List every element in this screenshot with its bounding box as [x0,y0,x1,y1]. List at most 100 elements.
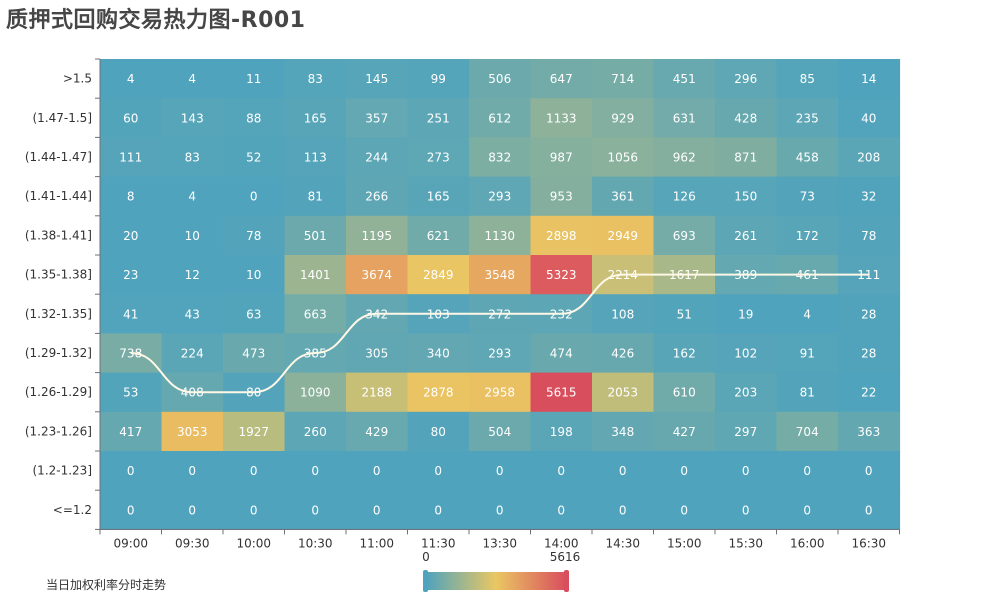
heatmap-cell[interactable] [530,372,593,413]
heatmap-cell[interactable] [776,333,839,374]
heatmap-cell[interactable] [592,98,655,138]
heatmap-cell[interactable] [284,411,347,452]
heatmap-cell[interactable] [161,333,224,374]
heatmap-cell[interactable] [100,372,163,413]
trend-line-legend[interactable]: 当日加权利率分时走势 [46,578,167,592]
heatmap-cell[interactable] [100,59,163,99]
heatmap-cell[interactable] [100,215,163,256]
heatmap-cell[interactable] [653,411,716,452]
heatmap-cell[interactable] [838,411,901,452]
heatmap-cell[interactable] [530,137,593,178]
visual-map-min-handle[interactable] [423,570,428,592]
heatmap-cell[interactable] [653,215,716,256]
heatmap-cell[interactable] [346,59,409,99]
heatmap-cell[interactable] [223,294,286,334]
heatmap-cell[interactable] [346,411,409,452]
visual-map-bar[interactable] [426,572,566,590]
heatmap-cell[interactable] [530,215,593,256]
heatmap-cell[interactable] [469,255,532,295]
heatmap-cell[interactable] [653,490,716,530]
heatmap-cell[interactable] [284,215,347,256]
heatmap-cell[interactable] [100,451,163,491]
heatmap-cell[interactable] [653,333,716,374]
heatmap-cell[interactable] [407,176,470,217]
heatmap-cell[interactable] [776,176,839,217]
heatmap-cell[interactable] [161,215,224,256]
heatmap-cell[interactable] [715,215,778,256]
heatmap-cell[interactable] [715,137,778,178]
heatmap-cell[interactable] [346,255,409,295]
heatmap-cell[interactable] [100,411,163,452]
heatmap-cell[interactable] [100,137,163,178]
heatmap-cell[interactable] [592,59,655,99]
heatmap-cell[interactable] [284,372,347,413]
heatmap-cell[interactable] [100,490,163,530]
heatmap-cell[interactable] [346,137,409,178]
heatmap-cell[interactable] [838,176,901,217]
heatmap-cell[interactable] [715,490,778,530]
heatmap-cell[interactable] [407,451,470,491]
heatmap-cell[interactable] [838,490,901,530]
heatmap-cell[interactable] [161,490,224,530]
heatmap-cell[interactable] [407,490,470,530]
heatmap-cell[interactable] [776,215,839,256]
heatmap-cell[interactable] [223,255,286,295]
heatmap-cell[interactable] [715,176,778,217]
heatmap-cell[interactable] [592,411,655,452]
heatmap-cell[interactable] [407,411,470,452]
heatmap-cell[interactable] [161,59,224,99]
heatmap-cell[interactable] [223,451,286,491]
heatmap-cell[interactable] [346,490,409,530]
heatmap-cell[interactable] [838,215,901,256]
heatmap-cell[interactable] [530,255,593,295]
heatmap-cell[interactable] [469,137,532,178]
heatmap-cell[interactable] [346,215,409,256]
heatmap-cell[interactable] [407,255,470,295]
heatmap-cell[interactable] [715,98,778,138]
heatmap-cell[interactable] [284,490,347,530]
heatmap-cell[interactable] [407,59,470,99]
heatmap-cell[interactable] [100,294,163,334]
heatmap-cell[interactable] [284,294,347,334]
heatmap-cell[interactable] [715,411,778,452]
heatmap-cell[interactable] [592,294,655,334]
heatmap-cell[interactable] [592,333,655,374]
heatmap-cell[interactable] [530,490,593,530]
heatmap-cell[interactable] [100,255,163,295]
heatmap-cell[interactable] [346,372,409,413]
heatmap-cell[interactable] [469,176,532,217]
heatmap-cell[interactable] [653,137,716,178]
heatmap-cell[interactable] [592,137,655,178]
heatmap-cell[interactable] [100,98,163,138]
heatmap-cell[interactable] [715,451,778,491]
heatmap-cell[interactable] [161,137,224,178]
heatmap-cell[interactable] [284,59,347,99]
heatmap-cell[interactable] [776,372,839,413]
heatmap-cell[interactable] [715,372,778,413]
heatmap-cell[interactable] [469,451,532,491]
heatmap-cell[interactable] [838,451,901,491]
heatmap-cell[interactable] [776,411,839,452]
heatmap-cell[interactable] [530,333,593,374]
heatmap-cell[interactable] [407,333,470,374]
heatmap-cell[interactable] [592,451,655,491]
heatmap-cell[interactable] [469,215,532,256]
heatmap-cell[interactable] [407,137,470,178]
heatmap-cell[interactable] [776,98,839,138]
heatmap-cell[interactable] [469,490,532,530]
heatmap-cell[interactable] [653,98,716,138]
heatmap-cell[interactable] [592,215,655,256]
heatmap-cell[interactable] [284,255,347,295]
heatmap-cell[interactable] [653,372,716,413]
heatmap-cell[interactable] [223,333,286,374]
heatmap-cell[interactable] [407,215,470,256]
heatmap-cell[interactable] [346,333,409,374]
heatmap-cell[interactable] [776,451,839,491]
heatmap-cell[interactable] [223,137,286,178]
heatmap-cell[interactable] [469,59,532,99]
heatmap-cell[interactable] [838,137,901,178]
heatmap-cell[interactable] [161,451,224,491]
heatmap-cell[interactable] [469,411,532,452]
heatmap-cell[interactable] [838,59,901,99]
heatmap-cell[interactable] [469,372,532,413]
